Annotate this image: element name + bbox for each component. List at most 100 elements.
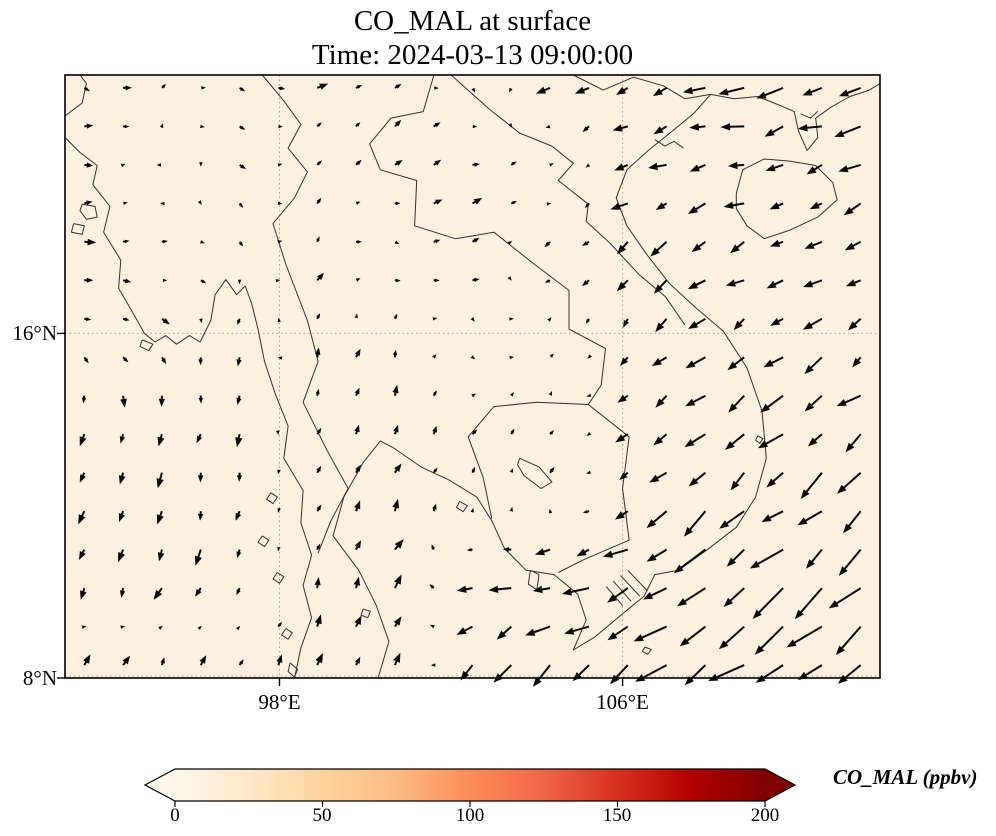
wind-arrow-head: [118, 475, 126, 485]
wind-arrow-head: [723, 201, 734, 209]
wind-arrow-shaft: [656, 241, 668, 252]
wind-arrow-head: [684, 676, 694, 686]
wind-arrow-shaft: [471, 469, 475, 474]
wind-arrow-shaft: [431, 585, 435, 589]
wind-arrow-shaft: [851, 240, 862, 248]
wind-arrow-head: [685, 398, 696, 407]
island-cheduba: [70, 223, 85, 235]
wind-arrow-shaft: [316, 507, 320, 512]
wind-arrow-head: [691, 243, 702, 253]
wind-arrow-shaft: [122, 279, 127, 282]
wind-arrow-head: [653, 284, 663, 294]
wind-arrow-head: [354, 656, 361, 664]
wind-arrow-shaft: [158, 472, 163, 481]
wind-arrow-head: [86, 277, 94, 283]
wind-arrow-head: [509, 317, 514, 321]
plot-border: [64, 74, 881, 679]
wind-arrow-shaft: [200, 279, 204, 283]
wind-arrow-head: [472, 429, 478, 435]
wind-arrow-head: [434, 159, 442, 166]
colorbar-tick-label-100: 100: [455, 805, 485, 826]
wind-arrow-head: [719, 520, 730, 529]
wind-arrow-head: [617, 394, 627, 403]
islet-mergui-2: [257, 535, 270, 548]
wind-arrow-head: [474, 162, 480, 167]
wind-arrow-shaft: [355, 430, 359, 435]
wind-arrow-head: [725, 441, 735, 450]
wind-arrow-head: [432, 425, 437, 433]
islets-redriver-delta: [654, 139, 684, 149]
wind-arrow-shaft: [83, 660, 88, 666]
wind-arrow-shaft: [393, 506, 397, 512]
wind-arrow-head: [806, 559, 815, 569]
wind-arrow-shaft: [793, 625, 823, 644]
wind-arrow-head: [623, 320, 629, 328]
wind-arrow-head: [199, 655, 207, 664]
y-tick-label-8n: 8°N: [22, 666, 57, 690]
wind-arrow-head: [240, 164, 247, 169]
wind-arrow-head: [161, 358, 167, 365]
wind-arrow-shaft: [81, 549, 86, 554]
island-phuket: [287, 662, 298, 678]
wind-arrow-head: [718, 640, 729, 650]
wind-arrow-head: [316, 427, 322, 434]
wind-arrow-head: [236, 397, 242, 405]
wind-arrow-head: [837, 674, 848, 684]
wind-arrow-shaft: [393, 660, 398, 666]
wind-arrow-head: [688, 321, 699, 329]
wind-arrow-shaft: [393, 316, 397, 320]
wind-arrow-shaft: [237, 510, 241, 516]
wind-arrow-head: [761, 514, 772, 522]
wind-arrow-head: [535, 86, 547, 94]
wind-arrow-shaft: [856, 356, 862, 362]
graticule-gridlines: [65, 75, 880, 678]
wind-arrow-head: [688, 477, 699, 487]
wind-arrow-head: [160, 202, 165, 206]
wind-arrow-head: [317, 272, 324, 281]
wind-arrow-head: [585, 163, 591, 168]
wind-arrow-shaft: [394, 123, 399, 128]
border-india-myanmar: [64, 74, 87, 117]
wind-arrow-head: [733, 320, 743, 331]
wind-arrow-head: [548, 391, 552, 396]
wind-arrow-head: [240, 125, 246, 130]
wind-arrow-shaft: [433, 123, 437, 128]
wind-arrow-shaft: [738, 318, 745, 325]
wind-arrow-shaft: [623, 471, 629, 477]
wind-arrow-head: [843, 523, 852, 534]
wind-arrow-head: [314, 347, 321, 355]
wind-arrow-head: [561, 588, 572, 596]
wind-arrow-shaft: [813, 164, 823, 171]
wind-arrow-head: [199, 162, 203, 167]
wind-arrow-shaft: [726, 86, 745, 94]
wind-arrow-shaft: [355, 469, 359, 474]
wind-arrow-shaft: [659, 433, 668, 441]
wind-arrow-head: [456, 585, 467, 593]
wind-arrow-head: [615, 434, 626, 443]
wind-arrow-head: [394, 119, 402, 127]
wind-arrow-head: [763, 359, 774, 368]
wind-arrow-shaft: [122, 395, 125, 401]
wind-arrow-head: [197, 513, 204, 521]
wind-arrow-shaft: [316, 621, 320, 627]
wind-arrow-head: [643, 592, 654, 600]
wind-arrow-shaft: [658, 356, 668, 363]
island-ramree: [79, 203, 98, 220]
wind-arrow-shaft: [316, 239, 320, 243]
wind-arrow-shaft: [847, 510, 862, 528]
wind-arrow-shaft: [197, 549, 202, 559]
wind-arrow-shaft: [237, 395, 241, 400]
wind-arrow-shaft: [732, 548, 745, 562]
wind-arrow-head: [430, 624, 435, 629]
wind-arrow-shaft: [683, 587, 706, 603]
wind-arrow-head: [610, 202, 621, 210]
wind-arrow-head: [239, 203, 244, 208]
wind-arrow-shaft: [543, 86, 551, 92]
wind-arrow-shaft: [316, 660, 321, 666]
wind-arrow-shaft: [502, 625, 512, 635]
wind-arrow-shaft: [355, 392, 359, 397]
wind-arrow-head: [456, 627, 467, 635]
wind-arrow-shaft: [463, 625, 473, 632]
colorbar-tick-label-50: 50: [312, 805, 332, 826]
